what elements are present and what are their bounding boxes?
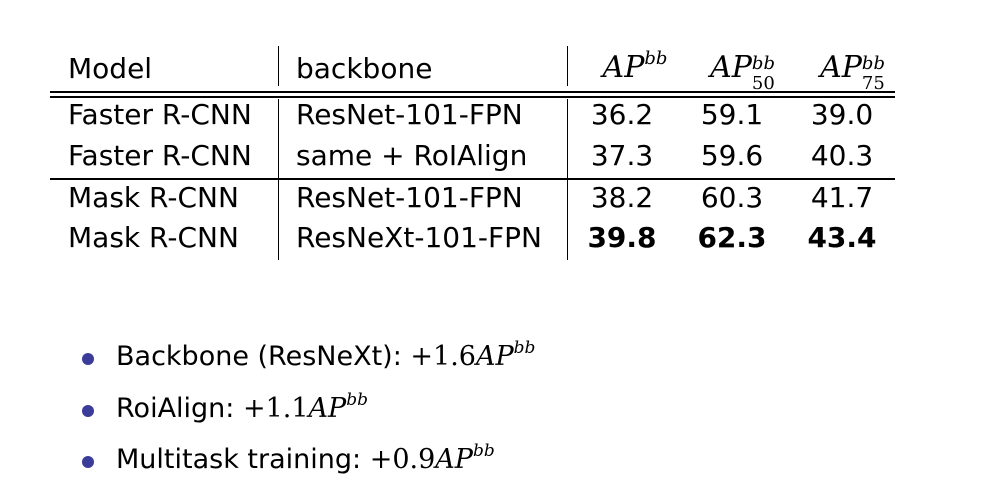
group-separator (50, 178, 895, 180)
row2-ap: 37.3 (590, 139, 654, 172)
header-model: Model (68, 52, 153, 85)
bullet-label: Backbone (ResNeXt): (116, 341, 402, 372)
col-divider-1 (278, 99, 280, 260)
row3-backbone: ResNet-101-FPN (296, 181, 523, 214)
bullet-label: RoiAlign: (116, 393, 235, 424)
row2-ap75: 40.3 (810, 139, 874, 172)
row2-model: Faster R-CNN (68, 139, 252, 172)
results-table: Model backbone APbb AP bb 50 AP bb 75 Faster… (50, 44, 895, 262)
bullet-gain: +1.1APbb (242, 390, 368, 424)
header-ap: APbb (602, 48, 668, 85)
row4-ap: 39.8 (587, 221, 657, 254)
col-divider-1-header (278, 46, 280, 86)
row3-ap75: 41.7 (810, 181, 874, 214)
bullet-gain: +0.9APbb (369, 441, 495, 475)
bullet-label: Multitask training: (116, 444, 362, 475)
bullet-gain: +1.6APbb (410, 338, 536, 372)
header-backbone: backbone (296, 52, 433, 85)
row1-ap50: 59.1 (700, 98, 764, 131)
col-divider-2-header (567, 46, 569, 86)
header-rule-top (50, 91, 895, 93)
row1-backbone: ResNet-101-FPN (296, 98, 523, 131)
row3-ap50: 60.3 (700, 181, 764, 214)
bullet-icon (82, 353, 94, 365)
row3-model: Mask R-CNN (68, 181, 239, 214)
row2-backbone: same + RoIAlign (296, 139, 528, 172)
row4-ap50: 62.3 (697, 221, 767, 254)
header-ap75: AP bb 75 (820, 50, 885, 94)
bullet-icon (82, 405, 94, 417)
row1-model: Faster R-CNN (68, 98, 252, 131)
row3-ap: 38.2 (590, 181, 654, 214)
row1-ap75: 39.0 (810, 98, 874, 131)
col-divider-2 (567, 99, 569, 260)
row4-ap75: 43.4 (807, 221, 877, 254)
row2-ap50: 59.6 (700, 139, 764, 172)
header-rule-bottom (50, 96, 895, 98)
row4-model: Mask R-CNN (68, 221, 239, 254)
row4-backbone: ResNeXt-101-FPN (296, 221, 542, 254)
row1-ap: 36.2 (590, 98, 654, 131)
bullet-icon (82, 456, 94, 468)
header-ap50: AP bb 50 (710, 50, 775, 94)
